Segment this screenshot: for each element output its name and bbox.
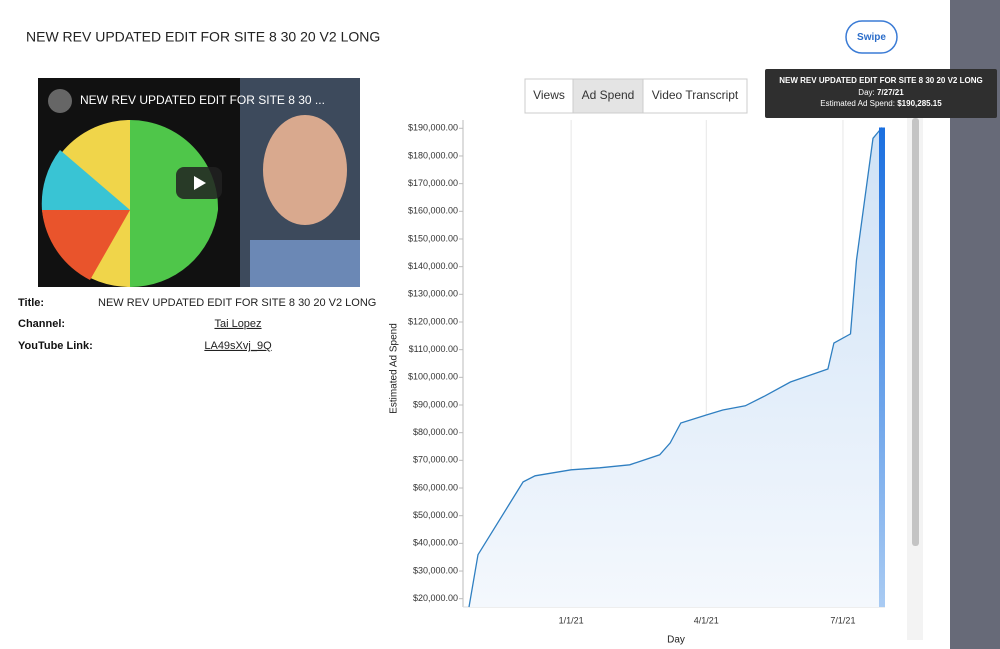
page-title: NEW REV UPDATED EDIT FOR SITE 8 30 20 V2… [26,29,380,45]
tabs: Views Ad Spend Video Transcript [524,78,748,114]
detail-label: YouTube Link: [18,340,93,352]
x-axis-title: Day [667,635,685,646]
y-tick-label: $110,000.00 [409,344,458,354]
y-tick-label: $150,000.00 [408,233,458,243]
swipe-button[interactable] [845,20,898,54]
tooltip-line: Day: 7/27/21 [858,88,904,97]
x-tick-label: 1/1/21 [559,615,584,625]
y-tick-label: $170,000.00 [408,178,458,188]
swipe-label[interactable]: Swipe [857,32,886,43]
tab[interactable] [524,78,574,114]
y-tick-label: $120,000.00 [408,316,458,326]
y-tick-label: $100,000.00 [408,372,458,382]
tooltip-title: NEW REV UPDATED EDIT FOR SITE 8 30 20 V2… [779,76,982,85]
tab-label[interactable]: Video Transcript [652,88,739,102]
y-tick-label: $140,000.00 [408,261,458,271]
tab-label[interactable]: Views [533,88,565,102]
y-tick-label: $130,000.00 [408,289,458,299]
details: Title: NEW REV UPDATED EDIT FOR SITE 8 30… [18,297,376,352]
video-thumbnail[interactable]: NEW REV UPDATED EDIT FOR SITE 8 30 ... [38,78,360,288]
y-axis-title: Estimated Ad Spend [389,323,400,414]
portrait-shirt [250,240,360,287]
detail-label: Channel: [18,318,65,330]
portrait-face [263,115,347,225]
pie-shape [42,210,130,280]
tab-label[interactable]: Ad Spend [582,88,635,102]
highlight-bar[interactable] [878,127,885,607]
detail-link[interactable]: LA49sXvj_9Q [204,340,272,352]
tooltip-key: Estimated Ad Spend: [820,99,895,108]
y-tick-label: $70,000.00 [413,455,458,465]
y-tick-label: $180,000.00 [408,150,458,160]
play-icon [194,176,206,190]
tooltip-key: Day: [858,88,874,97]
tab[interactable] [642,78,748,114]
y-tick-label: $160,000.00 [408,206,458,216]
y-tick-label: $30,000.00 [413,565,458,575]
tooltip-line: Estimated Ad Spend: $190,285.15 [820,99,942,108]
pie-shape [41,150,130,210]
video-overlay-title: NEW REV UPDATED EDIT FOR SITE 8 30 ... [80,93,325,107]
x-tick-label: 4/1/21 [694,615,719,625]
y-tick-label: $80,000.00 [413,427,458,437]
scroll-thumb[interactable] [912,118,919,546]
chart: $20,000.00 $30,000.00 $40,000.00 $50,000.00… [389,120,885,646]
y-tick-label: $50,000.00 [413,510,458,520]
y-tick-label: $20,000.00 [413,593,458,603]
line [468,127,883,608]
y-tick-label: $40,000.00 [413,538,458,548]
y-tick-label: $190,000.00 [408,123,458,133]
tooltip: NEW REV UPDATED EDIT FOR SITE 8 30 20 V2… [765,69,997,118]
detail-link[interactable]: Tai Lopez [214,318,261,330]
y-tick-label: $90,000.00 [413,399,458,409]
area [469,127,882,607]
y-tick-label: $60,000.00 [413,482,458,492]
tooltip-value: $190,285.15 [897,99,942,108]
tooltip-box [765,69,997,118]
detail-value: NEW REV UPDATED EDIT FOR SITE 8 30 20 V2… [98,297,376,309]
tooltip-value: 7/27/21 [877,88,904,97]
tab[interactable] [572,78,644,114]
detail-label: Title: [18,297,44,309]
channel-icon [48,89,72,113]
pie-shape [130,119,219,288]
x-tick-label: 7/1/21 [830,615,855,625]
